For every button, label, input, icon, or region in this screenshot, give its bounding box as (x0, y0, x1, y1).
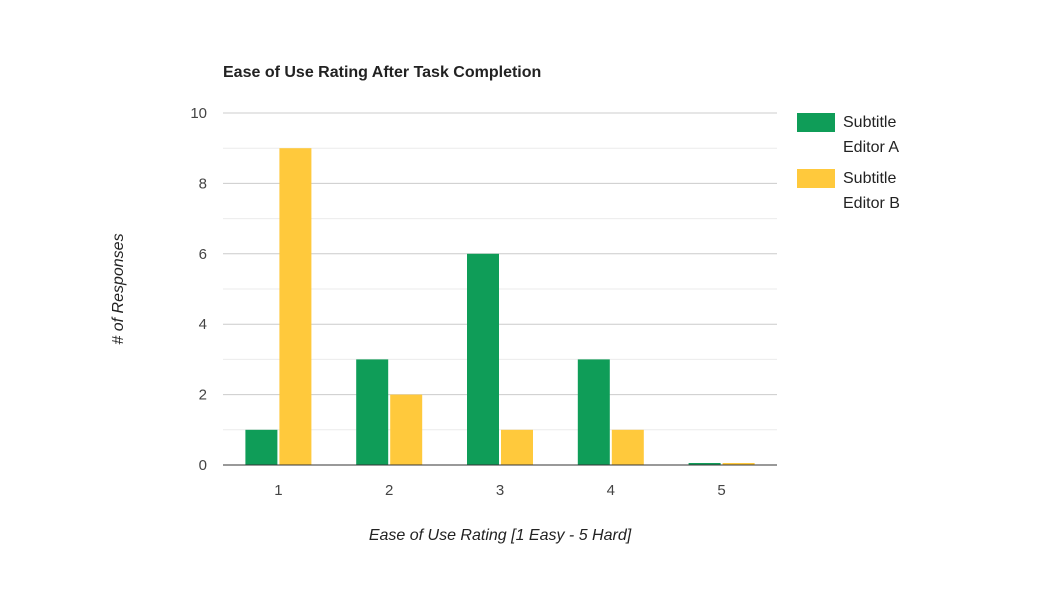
legend-label: Subtitle (843, 170, 896, 187)
bar-editor-a-1 (245, 429, 278, 465)
bar-editor-a-4 (577, 359, 610, 465)
legend-swatch (797, 169, 835, 188)
y-axis-title: # of Responses (110, 233, 127, 344)
bar-editor-b-5 (722, 463, 755, 465)
y-tick-label: 0 (199, 457, 207, 474)
y-tick-label: 8 (199, 175, 207, 192)
y-axis-ticks: 0 2 4 6 8 10 (190, 105, 207, 474)
x-axis-ticks: 1 2 3 4 5 (274, 482, 726, 499)
legend-label: Editor B (843, 195, 900, 212)
chart-title: Ease of Use Rating After Task Completion (223, 64, 541, 81)
y-tick-label: 4 (199, 316, 207, 333)
x-axis-title: Ease of Use Rating [1 Easy - 5 Hard] (369, 527, 632, 544)
legend: Subtitle Editor A Subtitle Editor B (797, 113, 900, 212)
x-tick-label: 3 (496, 482, 504, 499)
y-tick-label: 6 (199, 246, 207, 263)
grid-lines (223, 112, 777, 431)
y-tick-label: 10 (190, 105, 207, 122)
bar-editor-b-1 (279, 148, 312, 465)
bars (245, 148, 755, 465)
bar-editor-b-4 (611, 429, 644, 465)
legend-label: Subtitle (843, 114, 896, 131)
bar-editor-a-2 (356, 359, 389, 465)
x-tick-label: 4 (607, 482, 615, 499)
bar-editor-a-5 (688, 463, 721, 465)
bar-editor-b-2 (390, 394, 423, 465)
legend-label: Editor A (843, 139, 899, 156)
bar-editor-a-3 (467, 253, 499, 465)
y-tick-label: 2 (199, 387, 207, 404)
bar-editor-b-3 (501, 429, 533, 465)
x-tick-label: 1 (274, 482, 282, 499)
x-tick-label: 2 (385, 482, 393, 499)
x-tick-label: 5 (717, 482, 725, 499)
legend-swatch (797, 113, 835, 132)
